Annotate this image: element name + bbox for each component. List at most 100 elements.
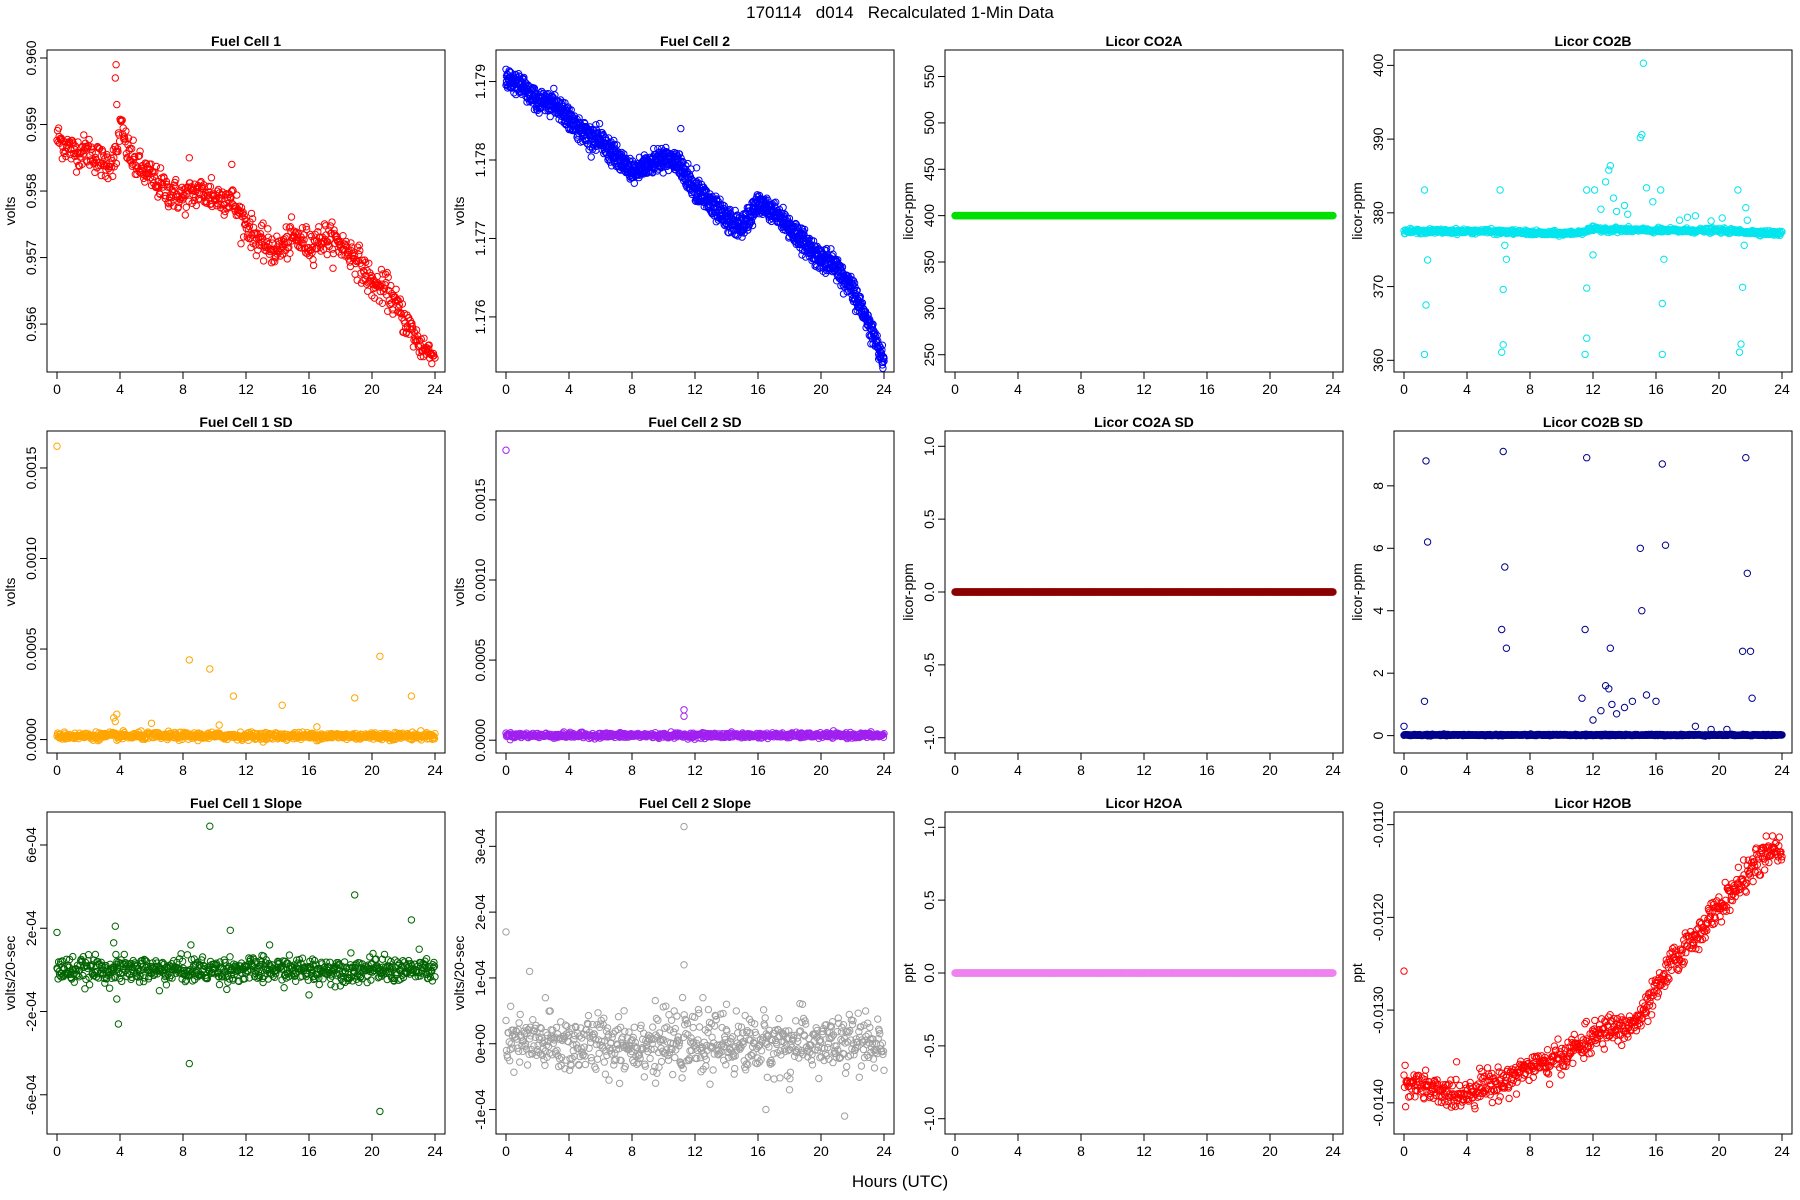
data-point bbox=[620, 150, 628, 158]
data-point bbox=[798, 229, 806, 237]
y-tick-label: 450 bbox=[921, 157, 937, 181]
y-tick-label: 0.959 bbox=[23, 107, 39, 142]
data-point bbox=[356, 246, 364, 255]
data-point bbox=[97, 171, 105, 180]
data-point bbox=[170, 202, 178, 210]
y-axis-label: volts bbox=[2, 197, 18, 226]
data-point bbox=[856, 292, 864, 301]
x-tick-label: 24 bbox=[876, 762, 892, 778]
data-point bbox=[1496, 186, 1504, 194]
data-point bbox=[217, 201, 225, 209]
data-point bbox=[351, 694, 359, 702]
data-point bbox=[567, 106, 575, 114]
data-point bbox=[1605, 166, 1613, 174]
data-point bbox=[109, 172, 117, 181]
y-tick-label: 350 bbox=[921, 250, 937, 274]
data-point bbox=[113, 100, 121, 109]
data-point bbox=[314, 238, 322, 246]
y-tick-label: 400 bbox=[1370, 53, 1386, 77]
data-point bbox=[1707, 217, 1715, 225]
data-point bbox=[575, 114, 583, 122]
data-point bbox=[1624, 210, 1632, 219]
data-point bbox=[245, 222, 254, 231]
data-point bbox=[74, 161, 83, 170]
data-point bbox=[136, 147, 144, 155]
data-point bbox=[69, 140, 78, 148]
data-point bbox=[254, 246, 262, 254]
data-point bbox=[535, 109, 543, 117]
data-point bbox=[256, 230, 265, 238]
panel-title: Licor CO2A bbox=[1105, 33, 1182, 49]
data-point bbox=[1601, 178, 1610, 186]
data-point bbox=[431, 354, 439, 362]
data-point bbox=[850, 279, 859, 287]
data-point bbox=[299, 239, 307, 248]
data-point bbox=[257, 233, 265, 241]
data-point bbox=[416, 337, 424, 345]
y-tick-label: 400 bbox=[921, 204, 937, 228]
x-tick-label: 24 bbox=[1325, 381, 1341, 397]
y-tick-label: 0.0015 bbox=[23, 446, 39, 489]
data-point bbox=[377, 265, 386, 274]
x-tick-label: 4 bbox=[116, 762, 124, 778]
data-point bbox=[772, 198, 780, 206]
data-point bbox=[1718, 214, 1726, 222]
y-tick-label: 500 bbox=[921, 111, 937, 135]
data-point bbox=[581, 119, 589, 128]
data-point bbox=[364, 287, 372, 295]
data-series bbox=[53, 442, 439, 746]
data-point bbox=[190, 196, 198, 205]
x-tick-label: 12 bbox=[1136, 381, 1152, 397]
data-point bbox=[398, 300, 407, 308]
plot-frame bbox=[944, 49, 1344, 373]
data-point bbox=[272, 253, 280, 262]
data-point bbox=[1420, 186, 1429, 194]
data-point bbox=[873, 331, 881, 340]
data-point bbox=[1675, 216, 1684, 224]
data-point bbox=[1737, 340, 1745, 348]
data-point bbox=[156, 164, 165, 172]
data-point bbox=[339, 232, 347, 240]
data-point bbox=[1583, 186, 1591, 194]
data-point bbox=[794, 223, 802, 232]
data-point bbox=[1590, 186, 1599, 194]
data-point bbox=[309, 255, 317, 264]
x-tick-label: 12 bbox=[687, 762, 703, 778]
y-tick-label: 0.0015 bbox=[472, 478, 488, 521]
data-point bbox=[871, 332, 880, 341]
data-point bbox=[342, 237, 350, 246]
data-point bbox=[66, 150, 74, 159]
y-axis-label: licor-ppm bbox=[1349, 182, 1365, 240]
data-point bbox=[324, 241, 332, 249]
data-point bbox=[298, 224, 307, 232]
x-tick-label: 0 bbox=[1400, 381, 1408, 397]
data-point bbox=[347, 239, 355, 247]
x-tick-label: 12 bbox=[238, 381, 254, 397]
data-point bbox=[1606, 162, 1615, 170]
data-point bbox=[54, 124, 63, 132]
x-tick-label: 8 bbox=[1077, 381, 1085, 397]
data-point bbox=[800, 230, 808, 239]
data-point bbox=[1420, 350, 1429, 359]
data-point bbox=[684, 159, 692, 168]
data-point bbox=[1683, 213, 1692, 222]
data-point bbox=[1502, 255, 1511, 263]
data-point bbox=[113, 145, 122, 153]
data-point bbox=[1691, 212, 1700, 220]
data-point bbox=[185, 656, 194, 664]
data-point bbox=[595, 119, 604, 128]
data-point bbox=[111, 74, 120, 82]
data-point bbox=[1658, 350, 1667, 359]
y-tick-label: 370 bbox=[1370, 275, 1386, 299]
data-point bbox=[134, 152, 143, 161]
y-tick-label: 390 bbox=[1370, 127, 1386, 151]
y-tick-label: 0.958 bbox=[23, 173, 39, 208]
y-tick-label: 300 bbox=[921, 296, 937, 320]
data-series bbox=[502, 65, 888, 372]
y-tick-label: 0.960 bbox=[23, 40, 39, 75]
data-point bbox=[228, 160, 236, 169]
